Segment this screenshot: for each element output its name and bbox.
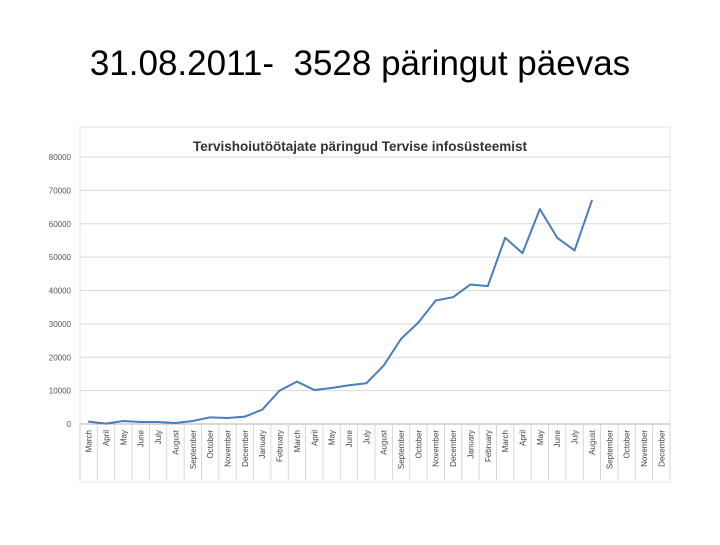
y-tick-label: 50000 — [49, 253, 72, 262]
y-tick-label: 70000 — [49, 186, 72, 195]
x-tick-label: September — [605, 430, 614, 469]
data-point — [348, 384, 350, 387]
data-point — [105, 422, 107, 425]
data-point — [365, 382, 368, 385]
y-tick-label: 20000 — [49, 353, 72, 362]
x-tick-label: December — [657, 430, 666, 467]
x-tick-label: August — [380, 429, 389, 455]
data-point — [573, 249, 576, 252]
x-tick-label: March — [293, 430, 302, 452]
y-tick-label: 30000 — [49, 320, 72, 329]
series-line-group — [87, 199, 593, 425]
y-tick-labels: 0 10000 20000 30000 40000 50000 60000 70000 8000… — [49, 153, 72, 429]
data-point — [296, 380, 298, 383]
data-point — [330, 387, 333, 389]
data-point — [417, 321, 420, 324]
data-point — [486, 285, 489, 288]
x-tick-label: June — [553, 429, 562, 447]
x-tick-label: July — [362, 430, 371, 444]
data-point — [591, 199, 593, 202]
x-tick-label: December — [241, 430, 250, 467]
x-category-dividers — [79, 424, 671, 480]
x-tick-label: January — [258, 430, 267, 458]
x-tick-label: March — [85, 430, 94, 452]
slide-title: 31.08.2011- 3528 päringut päevas — [89, 44, 631, 83]
data-point — [174, 422, 177, 424]
x-tick-label: April — [519, 430, 528, 446]
data-point — [382, 364, 385, 367]
x-tick-label: December — [449, 430, 458, 467]
x-tick-label: April — [102, 430, 111, 446]
x-tick-label: November — [224, 430, 233, 467]
x-tick-label: February — [276, 430, 285, 462]
x-tick-label: May — [119, 430, 128, 445]
x-tick-label: February — [484, 430, 493, 462]
data-point — [313, 389, 316, 391]
chart-title: Tervishoiutöötajate päringud Tervise inf… — [193, 139, 528, 154]
y-tick-label: 60000 — [49, 220, 72, 229]
x-tick-label: October — [206, 430, 215, 459]
data-point — [452, 296, 454, 299]
series-line — [88, 200, 593, 425]
x-tick-label: July — [571, 430, 580, 444]
data-point — [87, 420, 90, 423]
data-point — [191, 420, 194, 422]
data-point — [469, 283, 472, 286]
x-tick-labels: March April May June July August September Octo… — [85, 429, 667, 469]
data-point — [209, 416, 212, 419]
x-tick-label: April — [310, 430, 319, 446]
data-point — [400, 337, 402, 340]
x-tick-label: July — [154, 430, 163, 444]
x-tick-label: October — [623, 430, 632, 459]
x-tick-label: June — [137, 429, 146, 447]
x-tick-label: September — [397, 430, 406, 469]
data-point — [521, 252, 524, 255]
data-point — [278, 389, 281, 392]
data-point — [139, 421, 142, 423]
data-point — [226, 417, 229, 419]
x-tick-label: May — [328, 430, 337, 445]
data-point — [556, 236, 559, 239]
x-tick-label: June — [345, 429, 354, 447]
x-tick-label: May — [536, 430, 545, 445]
x-tick-label: September — [189, 430, 198, 469]
data-point — [243, 415, 246, 418]
x-tick-label: March — [501, 430, 510, 452]
data-point — [434, 299, 437, 302]
x-tick-label: August — [171, 429, 180, 455]
y-tick-label: 80000 — [49, 153, 72, 162]
data-point — [538, 208, 541, 210]
data-point — [122, 420, 125, 422]
y-tick-label: 10000 — [49, 387, 72, 396]
y-tick-label: 40000 — [49, 287, 72, 296]
x-tick-label: November — [432, 430, 441, 467]
x-tick-label: October — [414, 430, 423, 459]
data-point — [261, 408, 264, 411]
x-tick-label: January — [466, 430, 475, 458]
gridlines — [80, 156, 670, 425]
y-tick-label: 0 — [67, 420, 72, 429]
x-tick-label: November — [640, 430, 649, 467]
data-point — [157, 421, 159, 423]
x-tick-label: August — [588, 429, 597, 455]
data-point — [504, 236, 507, 239]
